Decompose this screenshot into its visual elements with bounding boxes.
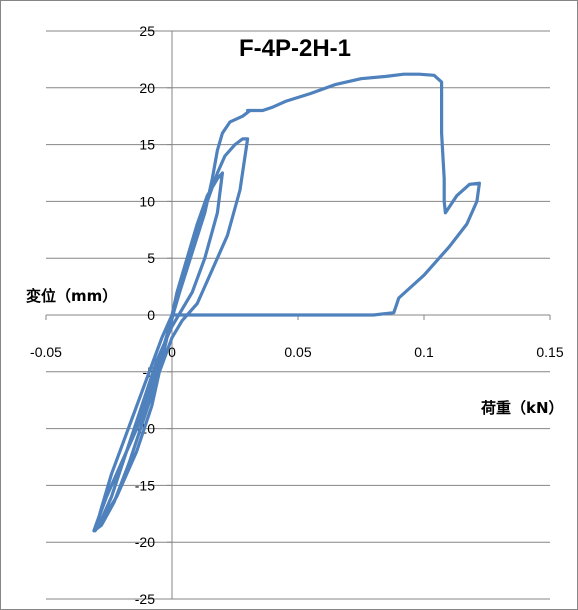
series-line-0 [92, 72, 481, 533]
x-axis-label: 荷重（kN） [481, 399, 564, 417]
x-tick-label-4: 0.15 [536, 344, 563, 360]
series-group [92, 72, 481, 533]
y-tick-label-10: -25 [135, 591, 155, 607]
y-tick-label-4: 5 [147, 250, 155, 266]
chart-title: F-4P-2H-1 [239, 35, 351, 62]
y-tick-label-2: 15 [139, 137, 155, 153]
x-tick-labels: -0.05 0 0.05 0.1 0.15 [30, 344, 564, 360]
y-tick-label-1: 20 [139, 80, 155, 96]
y-tick-label-5: 0 [147, 307, 155, 323]
x-tick-label-0: -0.05 [30, 344, 62, 360]
y-tick-label-9: -20 [135, 534, 155, 550]
y-tick-label-8: -15 [135, 477, 155, 493]
x-tick-label-3: 0.1 [414, 344, 434, 360]
x-tick-label-1: 0 [168, 344, 176, 360]
y-axis-label: 変位（mm） [26, 287, 117, 305]
y-tick-label-3: 10 [139, 193, 155, 209]
x-tick-label-2: 0.05 [284, 344, 311, 360]
y-tick-label-0: 25 [139, 23, 155, 39]
axis-ticks [45, 30, 551, 600]
